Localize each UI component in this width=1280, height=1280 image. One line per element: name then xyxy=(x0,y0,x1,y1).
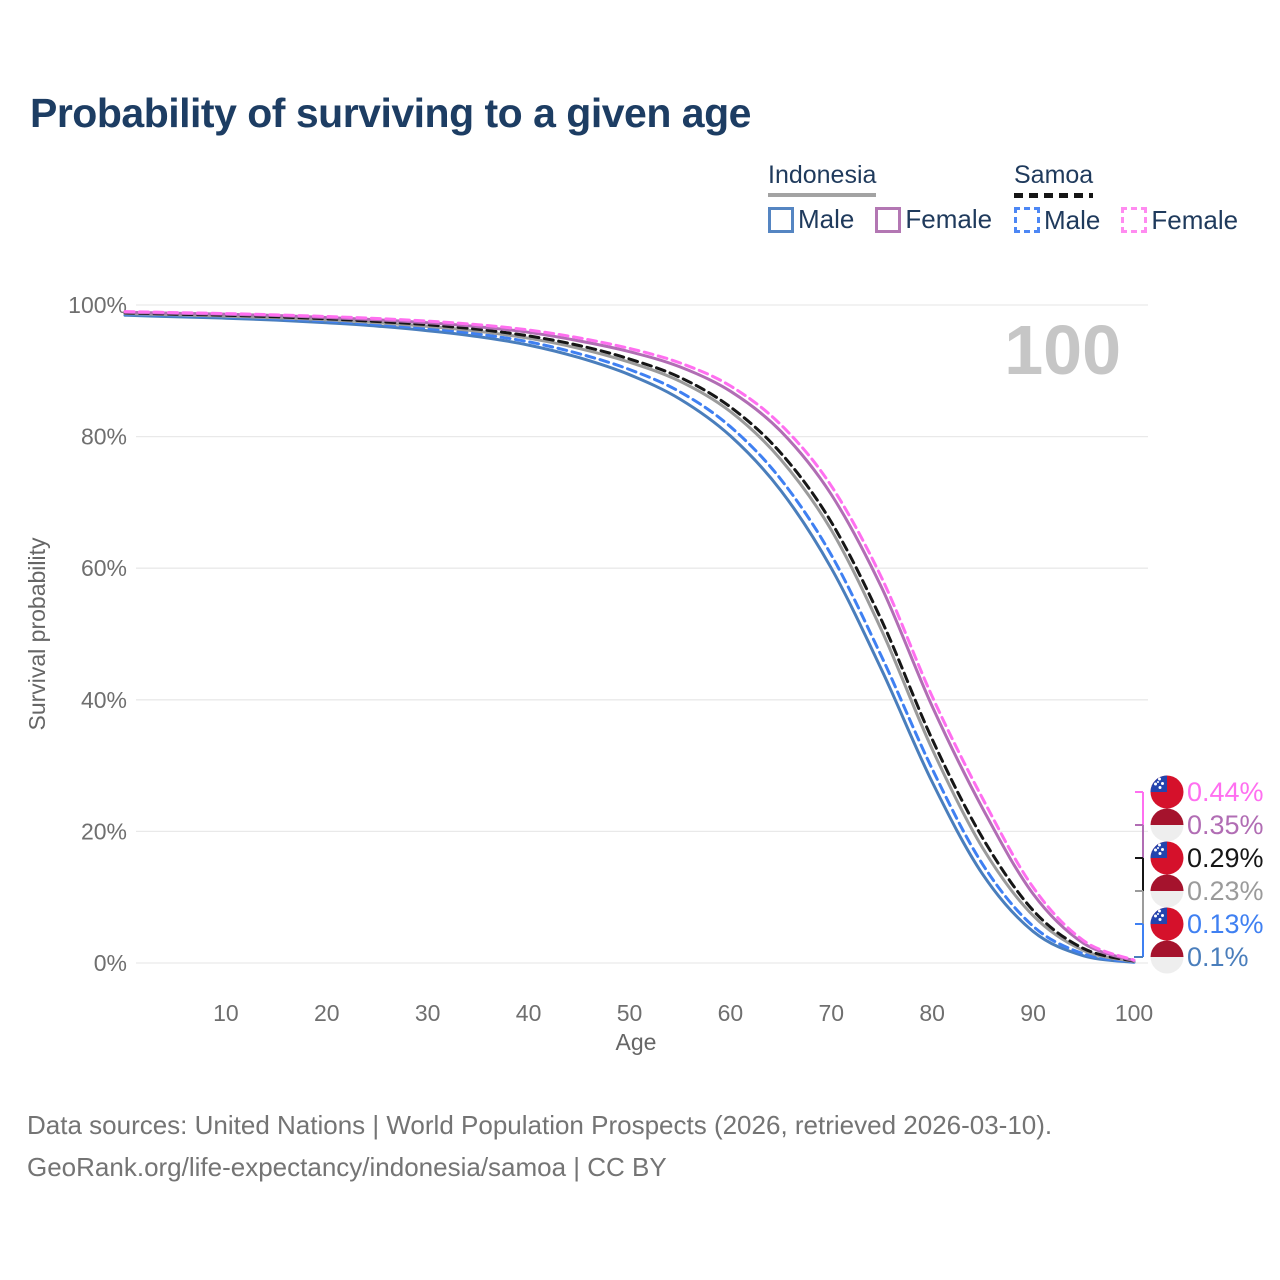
legend-item-samoa-female[interactable]: Female xyxy=(1121,205,1238,236)
series-layer xyxy=(123,310,1136,964)
x-tick-label: 80 xyxy=(919,1000,945,1026)
x-tick-label: 60 xyxy=(718,1000,744,1026)
grid-layer: 0% 20% 40% 60% 80% 100% 10 20 30 40 50 60 70 80 90 100 xyxy=(68,292,1153,1026)
x-tick-label: 70 xyxy=(819,1000,845,1026)
y-tick-label: 80% xyxy=(81,424,127,450)
caption-line-1: Data sources: United Nations | World Pop… xyxy=(27,1110,1053,1140)
chart-title: Probability of surviving to a given age xyxy=(30,90,751,136)
end-value-label-samoa-female: 0.44% xyxy=(1187,777,1264,807)
series-line-indonesia-male xyxy=(123,313,1136,964)
legend-head-indonesia[interactable]: Indonesia xyxy=(768,161,877,197)
legend-item-samoa-male[interactable]: Male xyxy=(1014,205,1100,236)
samoa-flag-icon xyxy=(1150,775,1184,809)
x-tick-label: 10 xyxy=(213,1000,239,1026)
samoa-male-swatch-icon xyxy=(1014,207,1040,233)
legend-group-title-indonesia: Indonesia xyxy=(768,161,877,189)
x-tick-label: 100 xyxy=(1115,1000,1153,1026)
y-axis-title: Survival probability xyxy=(24,537,50,731)
legend-group-indonesia: Indonesia Male Female xyxy=(768,161,992,235)
legend: Indonesia Male Female Samoa xyxy=(0,0,1280,250)
y-tick-label: 20% xyxy=(81,818,127,844)
legend-item-indonesia-female[interactable]: Female xyxy=(875,204,992,235)
age-hover-watermark: 100 xyxy=(1004,311,1121,389)
samoa-total-line-swatch-icon xyxy=(1014,193,1094,198)
indonesia-total-line-swatch-icon xyxy=(768,193,877,197)
indonesia-male-swatch-icon xyxy=(768,206,794,233)
survival-chart-canvas[interactable]: 100 Survival probability Age 0% 20% 40% 60%… xyxy=(0,0,1280,1080)
x-tick-label: 20 xyxy=(314,1000,340,1026)
caption-line-2: GeoRank.org/life-expectancy/indonesia/sa… xyxy=(27,1152,667,1182)
samoa-flag-icon xyxy=(1150,907,1184,941)
indonesia-female-swatch-icon xyxy=(875,206,902,233)
y-tick-label: 0% xyxy=(94,950,127,976)
end-value-label-samoa-all: 0.29% xyxy=(1187,843,1264,873)
end-label-layer: 0.44%0.35%0.29%0.23%0.13%0.1% xyxy=(1134,775,1264,974)
end-value-label-indonesia-female: 0.35% xyxy=(1187,810,1264,840)
y-tick-label: 100% xyxy=(68,292,127,318)
y-tick-label: 40% xyxy=(81,687,127,713)
x-tick-label: 40 xyxy=(516,1000,542,1026)
samoa-female-swatch-icon xyxy=(1121,207,1148,233)
x-axis-title: Age xyxy=(616,1029,657,1055)
legend-group-title-samoa: Samoa xyxy=(1014,161,1094,189)
x-tick-label: 30 xyxy=(415,1000,441,1026)
legend-group-samoa: Samoa Male Female xyxy=(1014,161,1238,236)
legend-item-label: Male xyxy=(798,204,855,234)
samoa-flag-icon xyxy=(1150,841,1184,875)
legend-item-label: Male xyxy=(1044,204,1101,235)
legend-item-label: Female xyxy=(905,204,993,234)
indonesia-flag-icon xyxy=(1150,940,1184,974)
data-source-caption: Data sources: United Nations | World Pop… xyxy=(27,1104,1052,1188)
x-tick-label: 90 xyxy=(1020,1000,1046,1026)
legend-item-indonesia-male[interactable]: Male xyxy=(768,204,854,235)
x-tick-label: 50 xyxy=(617,1000,643,1026)
indonesia-flag-icon xyxy=(1150,808,1184,842)
legend-head-samoa[interactable]: Samoa xyxy=(1014,161,1094,198)
indonesia-flag-icon xyxy=(1150,874,1184,908)
end-value-label-samoa-male: 0.13% xyxy=(1187,909,1264,939)
series-line-samoa-male xyxy=(123,312,1136,964)
y-tick-label: 60% xyxy=(81,555,127,581)
legend-item-label: Female xyxy=(1151,204,1239,235)
end-value-label-indonesia-all: 0.23% xyxy=(1187,876,1264,906)
series-line-samoa-female xyxy=(123,310,1136,962)
end-value-label-indonesia-male: 0.1% xyxy=(1187,942,1249,972)
